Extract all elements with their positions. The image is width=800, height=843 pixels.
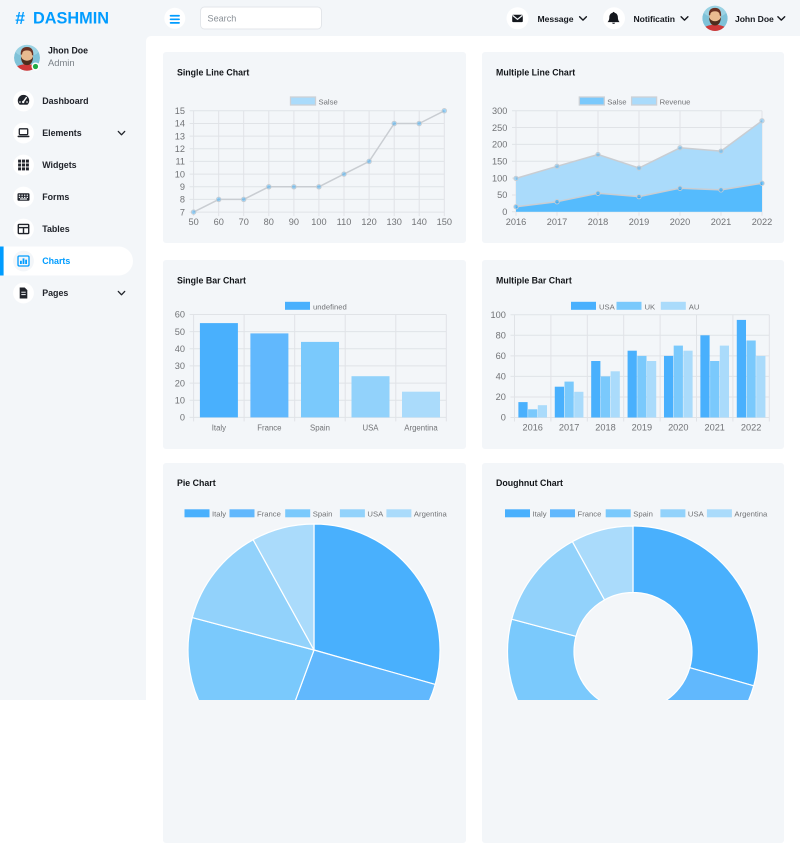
svg-text:2017: 2017	[547, 217, 567, 227]
svg-text:2021: 2021	[704, 422, 724, 432]
svg-text:11: 11	[175, 157, 185, 167]
svg-text:2020: 2020	[668, 422, 688, 432]
svg-text:Argentina: Argentina	[734, 510, 768, 519]
svg-text:UK: UK	[645, 303, 657, 312]
svg-text:0: 0	[502, 207, 507, 217]
svg-text:Charts: Charts	[42, 256, 70, 266]
svg-text:Admin: Admin	[48, 57, 75, 68]
svg-text:Single Line Chart: Single Line Chart	[177, 68, 249, 78]
svg-text:20: 20	[175, 378, 185, 388]
svg-text:130: 130	[387, 217, 402, 227]
svg-text:Tables: Tables	[42, 224, 70, 234]
svg-text:Forms: Forms	[42, 192, 69, 202]
svg-text:50: 50	[175, 327, 185, 337]
svg-text:AU: AU	[689, 303, 700, 312]
svg-text:France: France	[257, 423, 281, 432]
svg-text:150: 150	[492, 156, 507, 166]
svg-text:Elements: Elements	[42, 128, 82, 138]
svg-text:100: 100	[491, 310, 506, 320]
svg-text:USA: USA	[688, 510, 705, 519]
svg-text:50: 50	[188, 217, 198, 227]
svg-text:2018: 2018	[588, 217, 608, 227]
svg-text:Jhon Doe: Jhon Doe	[48, 46, 88, 56]
svg-text:300: 300	[492, 106, 507, 116]
svg-text:110: 110	[337, 217, 352, 227]
svg-text:Salse: Salse	[319, 98, 338, 107]
svg-text:12: 12	[175, 144, 185, 154]
svg-text:Spain: Spain	[313, 510, 333, 519]
svg-text:Italy: Italy	[212, 423, 226, 432]
svg-text:Multiple Line Chart: Multiple Line Chart	[496, 68, 575, 78]
svg-text:Spain: Spain	[310, 423, 330, 432]
svg-text:40: 40	[175, 344, 185, 354]
svg-text:150: 150	[437, 217, 452, 227]
svg-text:2022: 2022	[752, 217, 772, 227]
svg-text:DASHMIN: DASHMIN	[33, 10, 109, 28]
svg-text:20: 20	[496, 392, 506, 402]
svg-text:Doughnut Chart: Doughnut Chart	[496, 478, 563, 488]
svg-text:40: 40	[496, 372, 506, 382]
svg-text:Multiple Bar Chart: Multiple Bar Chart	[496, 275, 572, 285]
svg-text:Italy: Italy	[533, 510, 547, 519]
svg-text:100: 100	[311, 217, 326, 227]
svg-text:60: 60	[496, 351, 506, 361]
svg-text:USA: USA	[599, 303, 616, 312]
svg-text:0: 0	[180, 413, 185, 423]
svg-text:Widgets: Widgets	[42, 160, 76, 170]
svg-text:8: 8	[180, 195, 185, 205]
svg-text:30: 30	[175, 361, 185, 371]
svg-text:10: 10	[175, 169, 185, 179]
svg-text:Italy: Italy	[212, 510, 226, 519]
svg-text:#: #	[15, 8, 25, 28]
svg-text:2021: 2021	[711, 217, 731, 227]
svg-text:2018: 2018	[595, 422, 615, 432]
svg-text:Notificatin: Notificatin	[634, 14, 675, 24]
svg-text:Message: Message	[538, 14, 574, 24]
svg-text:140: 140	[412, 217, 427, 227]
svg-text:70: 70	[239, 217, 249, 227]
svg-text:2019: 2019	[629, 217, 649, 227]
svg-text:120: 120	[361, 217, 376, 227]
svg-text:Argentina: Argentina	[414, 510, 448, 519]
svg-text:13: 13	[175, 131, 185, 141]
svg-text:60: 60	[175, 310, 185, 320]
svg-text:9: 9	[180, 182, 185, 192]
svg-text:2022: 2022	[741, 422, 761, 432]
svg-text:Single Bar Chart: Single Bar Chart	[177, 275, 246, 285]
svg-text:Spain: Spain	[633, 510, 653, 519]
svg-text:2016: 2016	[522, 422, 542, 432]
svg-text:200: 200	[492, 140, 507, 150]
svg-text:undefined: undefined	[313, 303, 347, 312]
svg-text:2020: 2020	[670, 217, 690, 227]
svg-text:Argentina: Argentina	[404, 423, 438, 432]
svg-text:2016: 2016	[506, 217, 526, 227]
svg-text:15: 15	[175, 106, 185, 116]
svg-text:Dashboard: Dashboard	[42, 96, 88, 106]
svg-text:France: France	[257, 510, 281, 519]
svg-text:2019: 2019	[632, 422, 652, 432]
svg-text:60: 60	[214, 217, 224, 227]
svg-text:Revenue: Revenue	[660, 98, 691, 107]
svg-text:USA: USA	[362, 423, 379, 432]
svg-text:10: 10	[175, 395, 185, 405]
svg-text:0: 0	[501, 413, 506, 423]
svg-text:90: 90	[289, 217, 299, 227]
svg-text:80: 80	[496, 331, 506, 341]
svg-text:80: 80	[264, 217, 274, 227]
svg-text:Search: Search	[208, 14, 237, 24]
svg-text:Pie Chart: Pie Chart	[177, 478, 216, 488]
svg-text:John Doe: John Doe	[735, 14, 774, 24]
svg-text:50: 50	[497, 190, 507, 200]
svg-text:USA: USA	[367, 510, 384, 519]
svg-text:2017: 2017	[559, 422, 579, 432]
svg-text:France: France	[578, 510, 602, 519]
svg-text:250: 250	[492, 123, 507, 133]
svg-text:100: 100	[492, 173, 507, 183]
svg-text:Salse: Salse	[607, 98, 626, 107]
svg-text:14: 14	[175, 119, 185, 129]
svg-text:Pages: Pages	[42, 288, 68, 298]
svg-text:7: 7	[180, 207, 185, 217]
